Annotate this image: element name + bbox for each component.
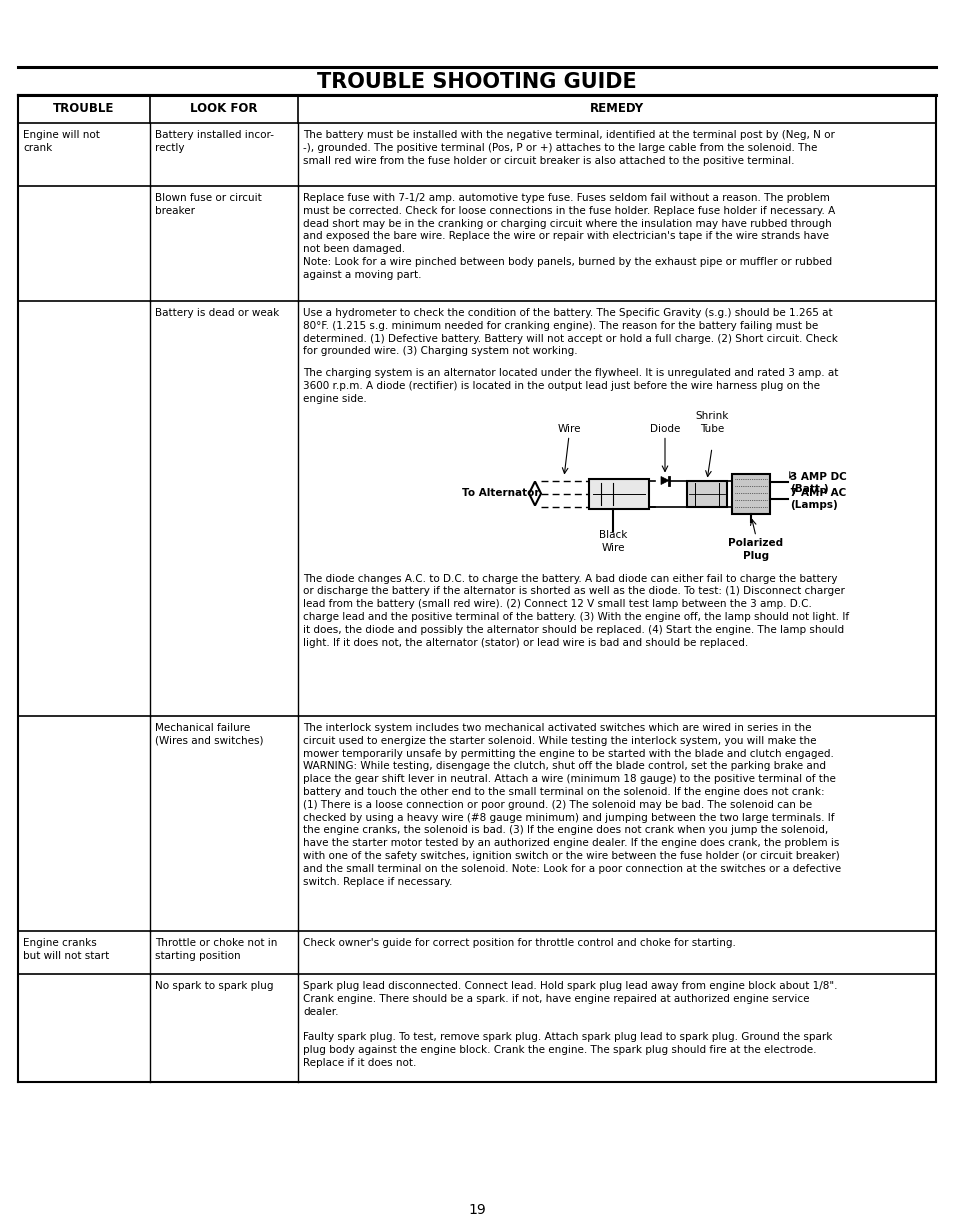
Text: REMEDY: REMEDY: [589, 102, 643, 116]
Text: Use a hydrometer to check the condition of the battery. The Specific Gravity (s.: Use a hydrometer to check the condition …: [303, 308, 837, 357]
Text: Diode: Diode: [649, 423, 679, 433]
Text: Replace fuse with 7-1/2 amp. automotive type fuse. Fuses seldom fail without a r: Replace fuse with 7-1/2 amp. automotive …: [303, 193, 835, 279]
Text: Engine cranks
but will not start: Engine cranks but will not start: [23, 938, 110, 961]
Text: Polarized
Plug: Polarized Plug: [728, 539, 782, 561]
Text: Throttle or choke not in
starting position: Throttle or choke not in starting positi…: [154, 938, 277, 961]
Text: The charging system is an alternator located under the flywheel. It is unregulat: The charging system is an alternator loc…: [303, 368, 838, 403]
Text: Check owner's guide for correct position for throttle control and choke for star: Check owner's guide for correct position…: [303, 938, 735, 948]
Text: TROUBLE SHOOTING GUIDE: TROUBLE SHOOTING GUIDE: [316, 73, 637, 92]
Text: TROUBLE: TROUBLE: [53, 102, 114, 116]
Bar: [686, 481, 726, 507]
Text: The diode changes A.C. to D.C. to charge the battery. A bad diode can either fai: The diode changes A.C. to D.C. to charge…: [303, 573, 848, 647]
Text: 19: 19: [468, 1203, 485, 1216]
Text: Engine will not
crank: Engine will not crank: [23, 130, 100, 153]
Bar: [588, 478, 648, 508]
Text: Blown fuse or circuit
breaker: Blown fuse or circuit breaker: [154, 193, 261, 215]
Text: 3 AMP DC
(Batt.): 3 AMP DC (Batt.): [789, 471, 846, 494]
Text: Spark plug lead disconnected. Connect lead. Hold spark plug lead away from engin: Spark plug lead disconnected. Connect le…: [303, 982, 837, 1068]
Text: To Alternator: To Alternator: [461, 488, 539, 498]
Text: Battery is dead or weak: Battery is dead or weak: [154, 308, 279, 319]
Text: Mechanical failure
(Wires and switches): Mechanical failure (Wires and switches): [154, 723, 263, 745]
Text: The battery must be installed with the negative terminal, identified at the term: The battery must be installed with the n…: [303, 130, 834, 166]
Text: Wire: Wire: [557, 423, 580, 433]
Text: 7 AMP AC
(Lamps): 7 AMP AC (Lamps): [789, 487, 845, 510]
Text: Battery installed incor-
rectly: Battery installed incor- rectly: [154, 130, 274, 153]
Text: Black
Wire: Black Wire: [598, 530, 626, 554]
Bar: [731, 474, 769, 513]
Text: LOOK FOR: LOOK FOR: [190, 102, 257, 116]
Polygon shape: [660, 476, 668, 485]
Text: The interlock system includes two mechanical activated switches which are wired : The interlock system includes two mechan…: [303, 723, 841, 887]
Text: No spark to spark plug: No spark to spark plug: [154, 982, 274, 991]
Text: Shrink
Tube: Shrink Tube: [695, 411, 728, 433]
